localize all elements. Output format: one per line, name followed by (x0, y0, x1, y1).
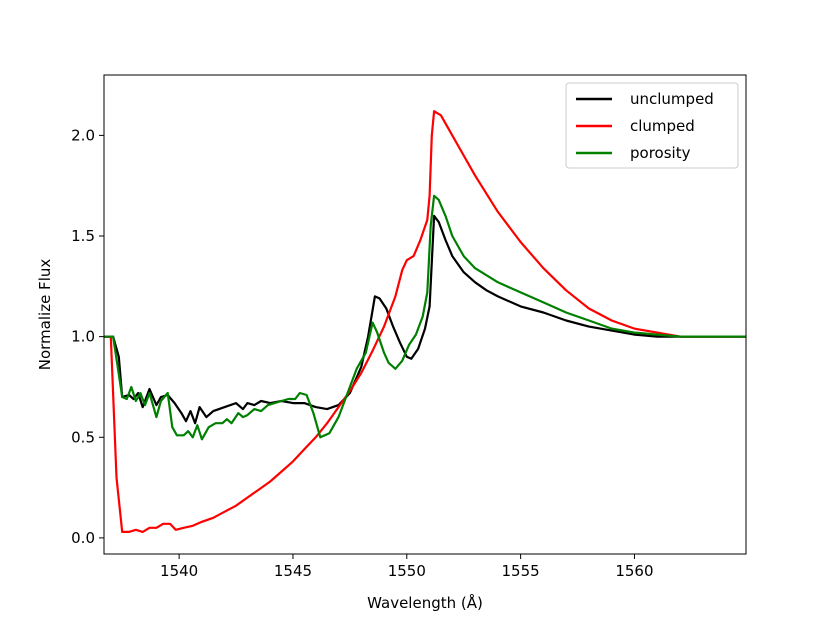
y-axis: 0.0 0.5 1.0 1.5 2.0 (71, 126, 104, 547)
x-tick-label: 1555 (502, 562, 540, 580)
y-tick-label: 2.0 (71, 126, 95, 144)
series-line-porosity (104, 194, 746, 441)
x-tick-label: 1550 (388, 562, 426, 580)
y-tick-label: 0.5 (71, 428, 95, 446)
legend-box (565, 82, 739, 169)
series-line-unclumped (104, 214, 746, 425)
x-axis-label: Wavelength (Å) (367, 593, 483, 612)
y-tick-label: 0.0 (71, 529, 95, 547)
y-tick-label: 1.0 (71, 328, 95, 346)
legend-label-unclumped: unclumped (630, 90, 714, 108)
plot-frame (103, 74, 747, 555)
y-tick-label: 1.5 (71, 227, 95, 245)
series-layer (104, 110, 746, 534)
legend-label-clumped: clumped (630, 117, 695, 135)
series-line-clumped (104, 110, 746, 534)
legend-label-porosity: porosity (630, 144, 691, 162)
legend: unclumped clumped porosity (565, 82, 739, 169)
x-tick-label: 1545 (274, 562, 312, 580)
y-axis-label: Normalize Flux (36, 259, 54, 371)
x-tick-label: 1560 (615, 562, 653, 580)
x-tick-label: 1540 (160, 562, 198, 580)
x-axis: 1540 1545 1550 1555 1560 (160, 554, 654, 580)
